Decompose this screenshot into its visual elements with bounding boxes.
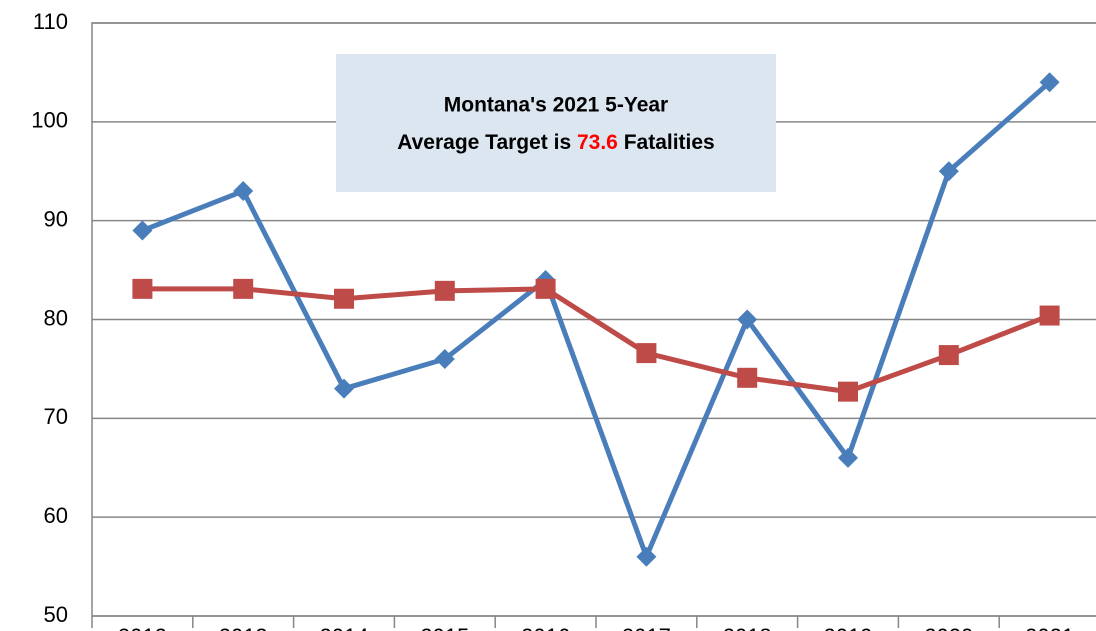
marker — [938, 345, 959, 366]
marker — [938, 161, 959, 182]
marker — [737, 309, 758, 330]
marker — [132, 278, 153, 299]
y-tick-label: 70 — [44, 404, 68, 429]
marker — [737, 367, 758, 388]
y-tick-label: 60 — [44, 503, 68, 528]
y-tick-label: 110 — [33, 9, 68, 34]
marker — [636, 343, 657, 364]
y-tick-label: 50 — [44, 602, 68, 627]
x-tick-label: 2016 — [521, 624, 570, 631]
marker — [233, 181, 254, 202]
x-tick-label: 2014 — [320, 624, 369, 631]
x-tick-label: 2021 — [1025, 624, 1074, 631]
x-tick-label: 2013 — [219, 624, 268, 631]
marker — [1039, 305, 1060, 326]
marker — [233, 278, 254, 299]
marker — [1039, 72, 1060, 93]
x-tick-label: 2018 — [723, 624, 772, 631]
marker — [334, 288, 354, 309]
annotation-box — [336, 54, 776, 192]
marker — [838, 381, 858, 402]
marker — [838, 447, 858, 468]
annotation-text: Fatalities — [624, 131, 715, 154]
annotation-highlight: 73.6 — [577, 131, 618, 154]
series-line — [142, 286, 1051, 395]
x-tick-label: 2017 — [622, 624, 671, 631]
marker — [434, 280, 455, 301]
y-tick-label: 100 — [31, 108, 68, 133]
x-tick-label: 2012 — [118, 624, 167, 631]
x-tick-label: 2019 — [824, 624, 873, 631]
annotation-line: Average Target is 73.6 Fatalities — [397, 131, 715, 154]
y-tick-label: 80 — [44, 305, 68, 330]
marker — [636, 546, 657, 567]
marker — [535, 278, 556, 299]
marker — [434, 349, 455, 370]
marker — [132, 220, 153, 241]
series-line — [141, 80, 1052, 560]
annotation-text: Average Target is — [397, 131, 571, 154]
x-tick-label: 2015 — [420, 624, 469, 631]
marker — [334, 378, 354, 399]
x-tick-label: 2020 — [924, 624, 973, 631]
y-tick-label: 90 — [44, 206, 68, 231]
annotation-line: Montana's 2021 5-Year — [444, 94, 668, 117]
